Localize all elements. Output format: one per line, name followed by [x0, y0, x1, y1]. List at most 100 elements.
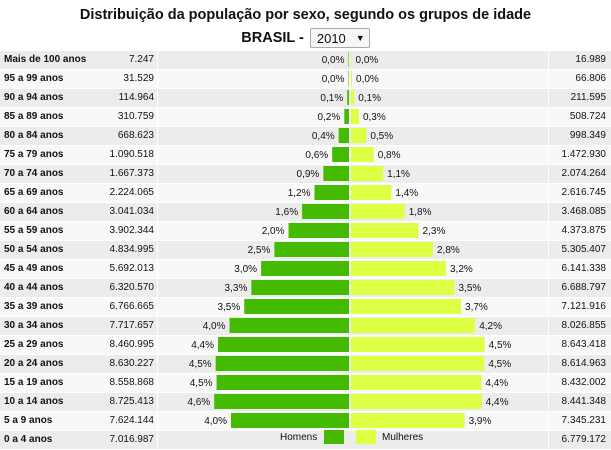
- women-percent-label: 4,4%: [486, 397, 509, 408]
- men-count: 4.834.995: [109, 244, 155, 255]
- age-group-label: 20 a 24 anos: [4, 358, 64, 369]
- women-percent-label: 4,5%: [488, 359, 511, 370]
- men-count: 3.041.034: [109, 206, 155, 217]
- bar-women: [351, 147, 374, 162]
- women-percent-label: 4,2%: [479, 321, 502, 332]
- column-divider: [157, 127, 158, 145]
- bar-women: [351, 223, 419, 238]
- column-divider: [548, 393, 549, 411]
- women-percent-label: 2,3%: [423, 226, 446, 237]
- column-divider: [548, 374, 549, 392]
- bar-women: [351, 261, 446, 276]
- table-row: 65 a 69 anos 2.224.065 2.616.745: [0, 183, 611, 202]
- legend: Homens Mulheres: [0, 430, 611, 446]
- bar-women: [351, 337, 485, 352]
- column-divider: [548, 89, 549, 107]
- men-percent-label: 4,6%: [187, 397, 210, 408]
- men-count: 3.902.344: [109, 225, 155, 236]
- men-percent-label: 0,6%: [305, 150, 328, 161]
- women-count: 211.595: [570, 92, 606, 103]
- bar-women: [351, 185, 392, 200]
- age-group-label: 50 a 54 anos: [4, 244, 64, 255]
- women-count: 7.345.231: [561, 415, 607, 426]
- men-count: 8.558.868: [109, 377, 155, 388]
- bar-men: [216, 375, 349, 390]
- column-divider: [157, 165, 158, 183]
- bar-women: [351, 356, 485, 371]
- women-percent-label: 3,9%: [469, 416, 492, 427]
- age-group-label: 10 a 14 anos: [4, 396, 64, 407]
- age-group-label: 90 a 94 anos: [4, 92, 64, 103]
- column-divider: [548, 298, 549, 316]
- men-count: 2.224.065: [109, 187, 155, 198]
- column-divider: [157, 431, 158, 449]
- column-divider: [157, 146, 158, 164]
- men-percent-label: 0,2%: [317, 112, 340, 123]
- pyramid-chart: 0,0% 0,0% 0,0% 0,0% 0,1% 0,1% 0,2% 0,3% 0,4% 0,5%…: [187, 52, 512, 428]
- women-count: 5.305.407: [561, 244, 607, 255]
- men-count: 8.725.413: [109, 396, 155, 407]
- women-percent-label: 4,4%: [485, 378, 508, 389]
- column-divider: [548, 412, 549, 430]
- men-count: 114.964: [118, 92, 154, 103]
- bar-men: [323, 166, 349, 181]
- women-percent-label: 1,8%: [409, 207, 432, 218]
- column-divider: [157, 203, 158, 221]
- bar-men: [231, 413, 349, 428]
- age-group-label: 80 a 84 anos: [4, 130, 64, 141]
- column-divider: [548, 108, 549, 126]
- bar-men: [338, 128, 349, 143]
- bar-men: [215, 356, 349, 371]
- subtitle-bar: BRASIL - 2010 ▼: [0, 27, 611, 49]
- men-percent-label: 4,0%: [203, 321, 226, 332]
- men-percent-label: 0,9%: [297, 169, 320, 180]
- column-divider: [548, 165, 549, 183]
- column-divider: [548, 317, 549, 335]
- women-count: 66.806: [575, 73, 606, 84]
- men-percent-label: 4,5%: [189, 359, 212, 370]
- women-percent-label: 0,3%: [363, 112, 386, 123]
- men-percent-label: 0,4%: [312, 131, 335, 142]
- age-group-label: 85 a 89 anos: [4, 111, 64, 122]
- women-count: 6.141.338: [561, 263, 607, 274]
- bar-women: [351, 71, 353, 86]
- column-divider: [157, 241, 158, 259]
- column-divider: [548, 70, 549, 88]
- women-percent-label: 0,0%: [356, 74, 379, 85]
- column-divider: [157, 355, 158, 373]
- men-count: 7.624.144: [109, 415, 155, 426]
- table-row: Mais de 100 anos 7.247 16.989: [0, 50, 611, 69]
- year-select[interactable]: 2010 ▼: [309, 28, 370, 48]
- bar-men: [214, 394, 349, 409]
- chart-title: Distribuição da população por sexo, segu…: [79, 7, 532, 23]
- age-group-label: 45 a 49 anos: [4, 263, 64, 274]
- women-percent-label: 0,1%: [358, 93, 381, 104]
- bar-women: [351, 394, 482, 409]
- bar-women: [351, 166, 384, 181]
- men-percent-label: 1,2%: [288, 188, 311, 199]
- bar-women: [351, 242, 434, 257]
- age-group-label: 35 a 39 anos: [4, 301, 64, 312]
- column-divider: [157, 222, 158, 240]
- table-row: 85 a 89 anos 310.759 508.724: [0, 107, 611, 126]
- women-percent-label: 4,5%: [489, 340, 512, 351]
- column-divider: [157, 412, 158, 430]
- men-percent-label: 3,3%: [225, 283, 248, 294]
- column-divider: [157, 317, 158, 335]
- men-count: 31.529: [123, 73, 154, 84]
- table-row: 0 a 4 anos 7.016.987 6.779.172: [0, 430, 611, 449]
- bar-women: [351, 128, 367, 143]
- legend-men-label: Homens: [280, 432, 318, 443]
- chevron-down-icon: ▼: [355, 33, 365, 43]
- legend-women-swatch: [356, 430, 376, 444]
- legend-men-swatch: [324, 430, 344, 444]
- men-percent-label: 4,5%: [190, 378, 213, 389]
- bar-men: [314, 185, 349, 200]
- women-percent-label: 1,1%: [387, 169, 410, 180]
- column-divider: [548, 336, 549, 354]
- women-percent-label: 0,5%: [370, 131, 393, 142]
- women-count: 3.468.085: [561, 206, 607, 217]
- legend-women-label: Mulheres: [382, 432, 424, 443]
- column-divider: [548, 355, 549, 373]
- age-group-label: 75 a 79 anos: [4, 149, 64, 160]
